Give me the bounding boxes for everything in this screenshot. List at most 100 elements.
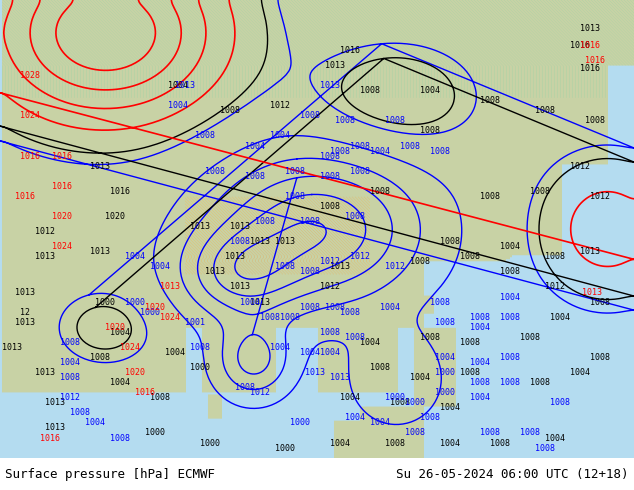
Text: 1000: 1000	[125, 297, 145, 307]
Text: 1008: 1008	[190, 343, 210, 352]
Text: 1004: 1004	[270, 343, 290, 352]
Text: 1004: 1004	[370, 418, 390, 427]
Text: 1000: 1000	[95, 297, 115, 307]
Text: 1024: 1024	[120, 343, 140, 352]
Text: 1000: 1000	[145, 428, 165, 438]
Text: 1008: 1008	[285, 167, 305, 176]
Text: 1000: 1000	[140, 308, 160, 317]
Text: 1008: 1008	[300, 268, 320, 276]
Text: 1004: 1004	[125, 252, 145, 261]
Text: 1004: 1004	[570, 368, 590, 377]
Text: 1013: 1013	[325, 61, 345, 70]
Text: 1016: 1016	[15, 192, 35, 201]
Text: 1013: 1013	[250, 237, 270, 246]
Text: 1008: 1008	[260, 313, 280, 321]
Text: 1008: 1008	[90, 353, 110, 362]
Text: 1008: 1008	[325, 303, 345, 312]
Text: 1008: 1008	[350, 142, 370, 150]
Text: 1012: 1012	[545, 282, 565, 292]
Text: 1013: 1013	[580, 247, 600, 256]
Text: 1000: 1000	[200, 439, 220, 447]
Text: 1008: 1008	[410, 257, 430, 266]
Text: 1004: 1004	[360, 338, 380, 347]
Text: 1008: 1008	[320, 172, 340, 181]
Text: 1000: 1000	[385, 393, 405, 402]
Text: 1004: 1004	[370, 147, 390, 155]
Text: 1012: 1012	[590, 192, 610, 201]
Text: 1000: 1000	[435, 388, 455, 397]
Text: 1004: 1004	[245, 142, 265, 150]
Text: 1000: 1000	[405, 398, 425, 407]
Text: 1012: 1012	[320, 257, 340, 266]
Text: 1004: 1004	[168, 101, 188, 110]
Text: 1013: 1013	[90, 247, 110, 256]
Text: 1013: 1013	[2, 343, 22, 352]
Text: 1008: 1008	[480, 96, 500, 105]
Text: 1004: 1004	[85, 418, 105, 427]
Text: 1008: 1008	[335, 116, 355, 125]
Text: Surface pressure [hPa] ECMWF: Surface pressure [hPa] ECMWF	[5, 467, 215, 481]
Text: 1008: 1008	[320, 202, 340, 211]
Text: 1004: 1004	[545, 434, 565, 442]
Text: 1016: 1016	[585, 56, 605, 65]
Text: 1016: 1016	[52, 151, 72, 161]
Text: 1000: 1000	[435, 368, 455, 377]
Text: 1008: 1008	[390, 398, 410, 407]
Text: 1008: 1008	[500, 313, 520, 321]
Text: 1008: 1008	[530, 378, 550, 387]
Text: 1008: 1008	[470, 378, 490, 387]
Text: 1012: 1012	[60, 393, 80, 402]
Text: 1004: 1004	[470, 393, 490, 402]
Text: 1012: 1012	[35, 227, 55, 236]
Text: 1000: 1000	[190, 363, 210, 372]
Text: 1013: 1013	[582, 288, 602, 296]
Text: 1004: 1004	[110, 378, 130, 387]
Text: 1004: 1004	[440, 439, 460, 447]
Text: 1016: 1016	[110, 187, 130, 196]
Text: 1004: 1004	[165, 348, 185, 357]
Text: 1013: 1013	[45, 398, 65, 407]
Text: 1008: 1008	[590, 297, 610, 307]
Text: 1013: 1013	[230, 222, 250, 231]
Text: 1016: 1016	[135, 388, 155, 397]
Text: 1001: 1001	[185, 318, 205, 327]
Text: 1008: 1008	[500, 268, 520, 276]
Text: 1013: 1013	[160, 282, 180, 292]
Text: 1016: 1016	[340, 46, 360, 55]
Text: 1012: 1012	[270, 101, 290, 110]
Text: 1008: 1008	[340, 308, 360, 317]
Text: 1004: 1004	[330, 439, 350, 447]
Text: 1008: 1008	[385, 116, 405, 125]
Text: 1012: 1012	[570, 162, 590, 171]
Text: 1013: 1013	[175, 81, 195, 90]
Text: 1012: 1012	[385, 262, 405, 271]
Text: 1008: 1008	[300, 303, 320, 312]
Text: 1016: 1016	[20, 151, 40, 161]
Text: 1024: 1024	[160, 313, 180, 321]
Text: 1004: 1004	[500, 293, 520, 301]
Text: 1008: 1008	[480, 192, 500, 201]
Text: 1008: 1008	[320, 328, 340, 337]
Text: 1016: 1016	[40, 434, 60, 442]
Text: 1008: 1008	[280, 313, 300, 321]
Text: 1012: 1012	[320, 282, 340, 292]
Text: 1020: 1020	[105, 212, 125, 221]
Text: 1020: 1020	[105, 323, 125, 332]
Text: 1013: 1013	[330, 373, 350, 382]
Text: 1008: 1008	[230, 237, 250, 246]
Text: 1013: 1013	[205, 268, 225, 276]
Text: 1008: 1008	[385, 439, 405, 447]
Text: 1008: 1008	[220, 106, 240, 115]
Text: 1000: 1000	[275, 443, 295, 453]
Text: 1008: 1008	[60, 373, 80, 382]
Text: 1013: 1013	[230, 282, 250, 292]
Text: 1008: 1008	[405, 428, 425, 438]
Text: 1008: 1008	[590, 353, 610, 362]
Text: 1008: 1008	[460, 338, 480, 347]
Text: 1008: 1008	[370, 187, 390, 196]
Text: 1004: 1004	[420, 86, 440, 95]
Text: 1008: 1008	[360, 86, 380, 95]
Text: 1008: 1008	[285, 192, 305, 201]
Text: 1004: 1004	[340, 393, 360, 402]
Text: 1012: 1012	[250, 388, 270, 397]
